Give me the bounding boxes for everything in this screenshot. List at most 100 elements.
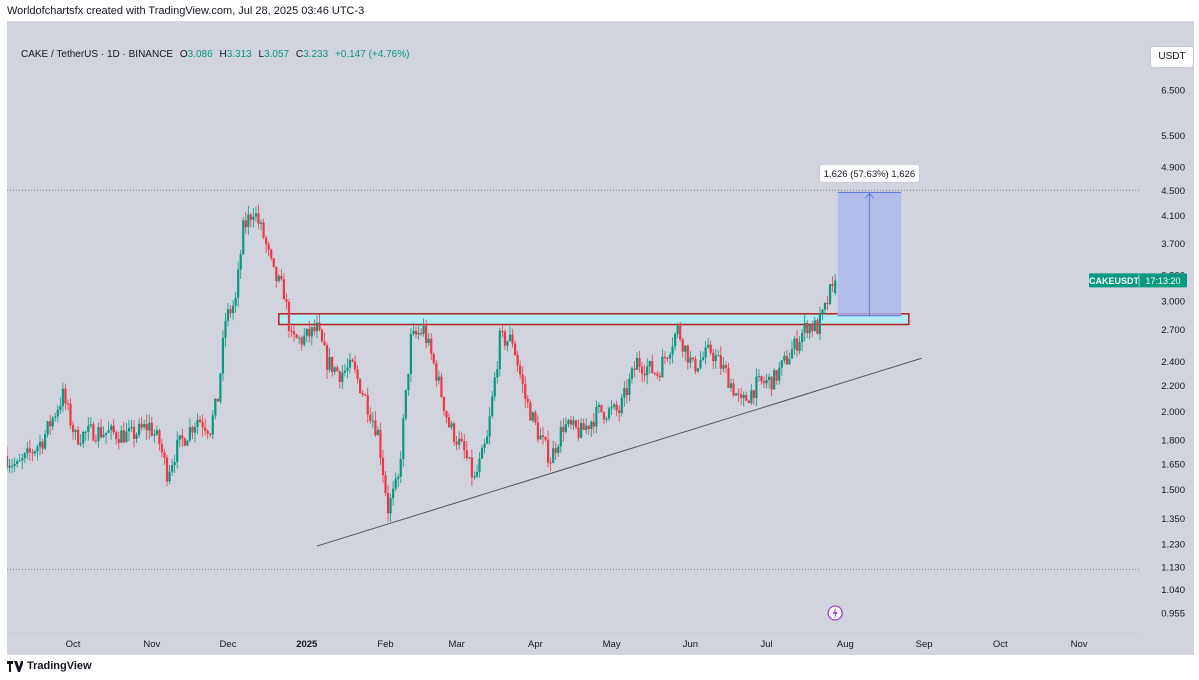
candle-body	[61, 388, 64, 407]
candle-body	[178, 435, 181, 440]
candle-body	[117, 439, 120, 443]
tradingview-logo-icon	[7, 660, 23, 672]
projection-label-box	[818, 163, 920, 183]
price-tick-label: 1.650	[1161, 459, 1185, 470]
price-tick-label: 1.800	[1161, 436, 1185, 447]
time-tick-label: Jun	[683, 639, 698, 650]
price-tick-label: 0.955	[1161, 608, 1185, 619]
candle-body	[679, 325, 682, 340]
price-tick-label: 4.100	[1161, 211, 1185, 222]
candle-body	[237, 269, 240, 298]
candle-body	[379, 429, 382, 458]
candle-body	[135, 434, 138, 439]
candle-body	[402, 418, 405, 460]
currency-button[interactable]: USDT	[1150, 46, 1194, 68]
candle-body	[747, 400, 750, 404]
candle-body	[343, 370, 346, 373]
candle-body	[823, 302, 827, 310]
candle-body	[216, 398, 219, 402]
price-tick-label: 1.040	[1161, 585, 1185, 596]
candle-body	[270, 249, 273, 259]
candle-body	[785, 355, 788, 365]
candle-body	[473, 476, 476, 478]
candle-body	[834, 280, 837, 294]
candle-body	[267, 244, 270, 250]
lightning-icon	[832, 607, 838, 619]
candle-body	[557, 446, 560, 453]
candle-body	[554, 448, 557, 453]
candle-body	[684, 345, 687, 352]
candle-body	[353, 361, 357, 370]
candle-body	[501, 330, 504, 332]
candle-body	[717, 355, 720, 357]
candle-body	[623, 388, 626, 398]
candle-body	[99, 427, 103, 438]
candle-body	[310, 327, 313, 337]
candle-body	[435, 363, 438, 381]
candle-body	[750, 390, 753, 404]
candle-body	[259, 222, 263, 224]
candle-body	[46, 421, 49, 435]
candle-body	[242, 220, 245, 255]
candle-body	[506, 341, 509, 346]
candle-body	[734, 393, 738, 396]
candle-body	[674, 333, 677, 347]
candle-body	[465, 450, 468, 459]
time-tick-label: Oct	[66, 639, 81, 650]
candle-body	[569, 420, 573, 425]
candle-body	[188, 427, 192, 441]
price-tag-countdown: 17:13:20	[1145, 276, 1180, 286]
candle-body	[427, 338, 430, 343]
candle-body	[656, 373, 659, 376]
candle-body	[587, 425, 590, 430]
candle-body	[488, 416, 491, 437]
candle-body	[496, 369, 499, 378]
candle-body	[181, 435, 184, 439]
price-chart[interactable]: 1.626 (57.63%) 1,626 6.500 5.500 4.900 4.500…	[7, 21, 1194, 655]
candle-body	[272, 258, 275, 267]
candle-body	[64, 388, 67, 404]
candle-body	[701, 357, 705, 360]
candle-body	[653, 372, 656, 374]
candle-body	[262, 222, 265, 238]
time-tick-label: Apr	[528, 639, 543, 650]
candle-body	[455, 441, 458, 445]
candle-body	[204, 427, 207, 431]
candle-body	[638, 357, 641, 367]
candle-body	[663, 356, 667, 358]
candle-body	[66, 403, 70, 405]
candle-body	[315, 322, 319, 332]
candle-body	[394, 478, 397, 489]
legend-low-label: L	[258, 49, 265, 60]
candle-body	[386, 493, 390, 514]
candle-body	[18, 460, 21, 462]
candle-body	[643, 373, 646, 376]
price-tick-label: 3.000	[1161, 296, 1185, 307]
candle-body	[712, 352, 715, 362]
candle-body	[770, 376, 773, 390]
candle-body	[137, 423, 141, 435]
candle-body	[229, 309, 232, 314]
candle-body	[336, 367, 339, 372]
candle-body	[404, 389, 407, 419]
candle-body	[257, 213, 260, 224]
candle-body	[714, 355, 717, 362]
candle-body	[112, 425, 115, 433]
candle-body	[176, 439, 179, 463]
price-tick-label: 4.900	[1161, 163, 1185, 174]
candle-body	[458, 438, 461, 445]
candle-body	[300, 337, 303, 345]
chart-pane[interactable]: 1.626 (57.63%) 1,626 6.500 5.500 4.900 4.500…	[7, 21, 1194, 655]
candle-body	[41, 441, 44, 449]
candle-body	[633, 368, 636, 370]
candle-body	[668, 354, 672, 359]
time-tick-label: Oct	[993, 639, 1008, 650]
candle-body	[742, 395, 745, 398]
candle-body	[793, 338, 796, 350]
candle-body	[196, 419, 199, 427]
candle-body	[666, 357, 669, 359]
candle-body	[56, 409, 59, 417]
projection-arrow-icon	[865, 192, 874, 199]
candle-body	[376, 429, 379, 436]
candle-body	[531, 412, 534, 421]
